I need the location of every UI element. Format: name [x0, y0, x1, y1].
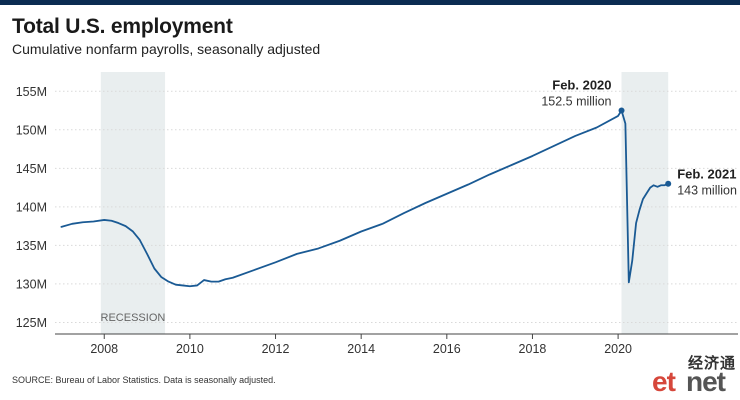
y-tick-label: 150M [16, 123, 47, 137]
recession-shade [100, 72, 166, 334]
y-tick-label: 145M [16, 162, 47, 176]
recession-label: RECESSION [101, 312, 166, 324]
x-tick-label: 2020 [604, 342, 632, 356]
x-tick-label: 2018 [519, 342, 547, 356]
x-tick-label: 2008 [90, 342, 118, 356]
top-bar [0, 0, 740, 5]
annotation-value-label: 152.5 million [541, 95, 611, 109]
recession-shade [621, 72, 669, 334]
x-tick-label: 2012 [262, 342, 290, 356]
x-tick-label: 2014 [347, 342, 375, 356]
annotation-date-label: Feb. 2021 [677, 167, 736, 182]
annotation-point [665, 180, 672, 187]
chart-subtitle: Cumulative nonfarm payrolls, seasonally … [12, 41, 321, 57]
annotation-point [618, 107, 625, 114]
x-tick-label: 2016 [433, 342, 461, 356]
y-tick-label: 125M [16, 316, 47, 330]
y-tick-label: 140M [16, 200, 47, 214]
logo-net-text: net [686, 366, 726, 397]
etnet-logo: 经济通 et net [648, 352, 738, 398]
chart-title: Total U.S. employment [12, 15, 233, 38]
source-note: SOURCE: Bureau of Labor Statistics. Data… [12, 375, 276, 385]
annotation-date-label: Feb. 2020 [552, 78, 611, 93]
y-tick-label: 130M [16, 277, 47, 291]
annotation-value-label: 143 million [677, 184, 737, 198]
y-tick-label: 135M [16, 239, 47, 253]
logo-chinese-text: 经济通 [688, 354, 737, 372]
x-tick-label: 2010 [176, 342, 204, 356]
logo-et-text: et [652, 366, 676, 397]
employment-series-line [60, 109, 670, 288]
y-tick-label: 155M [16, 85, 47, 99]
